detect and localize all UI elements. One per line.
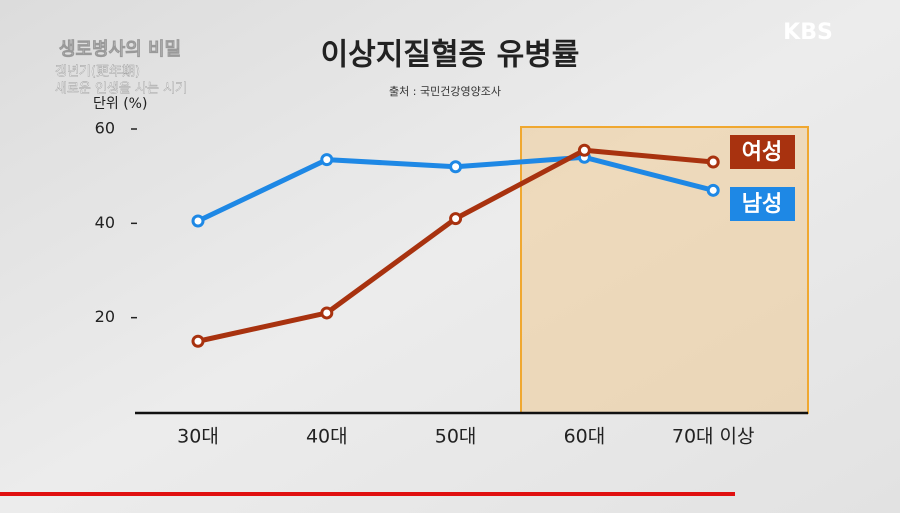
x-tick-label: 70대 이상 [672, 426, 755, 448]
legend-label: 남성 [742, 192, 782, 217]
point [449, 160, 463, 174]
progress-bar [0, 492, 735, 496]
y-tick-label: 40 [95, 213, 115, 232]
program-title: 생로병사의 비밀 [59, 39, 181, 60]
source: 출처 : 국민건강영양조사 [389, 85, 501, 98]
chart-title: 이상지질혈증 유병률 [321, 38, 580, 73]
point [577, 143, 591, 157]
legend-box [730, 135, 795, 169]
y-tick-label: 60 [95, 119, 115, 138]
point [191, 214, 205, 228]
point [706, 155, 720, 169]
highlight-region [520, 126, 809, 414]
episode-line: 새로운 인생을 사는 시기 [55, 82, 187, 97]
y-axis-label: 단위 (%) [93, 96, 147, 112]
x-tick-label: 40대 [306, 426, 348, 448]
episode-line: 갱년기(更年期) [55, 65, 140, 80]
y-tick-label: 20 [95, 307, 115, 326]
point [449, 212, 463, 226]
logo: KBS [783, 20, 833, 45]
point [191, 334, 205, 348]
x-tick-label: 30대 [177, 426, 219, 448]
legend-label: 여성 [742, 140, 782, 165]
point [706, 183, 720, 197]
point [320, 306, 334, 320]
x-tick-label: 60대 [564, 426, 606, 448]
legend-box [730, 187, 795, 221]
point [320, 153, 334, 167]
x-tick-label: 50대 [435, 426, 477, 448]
